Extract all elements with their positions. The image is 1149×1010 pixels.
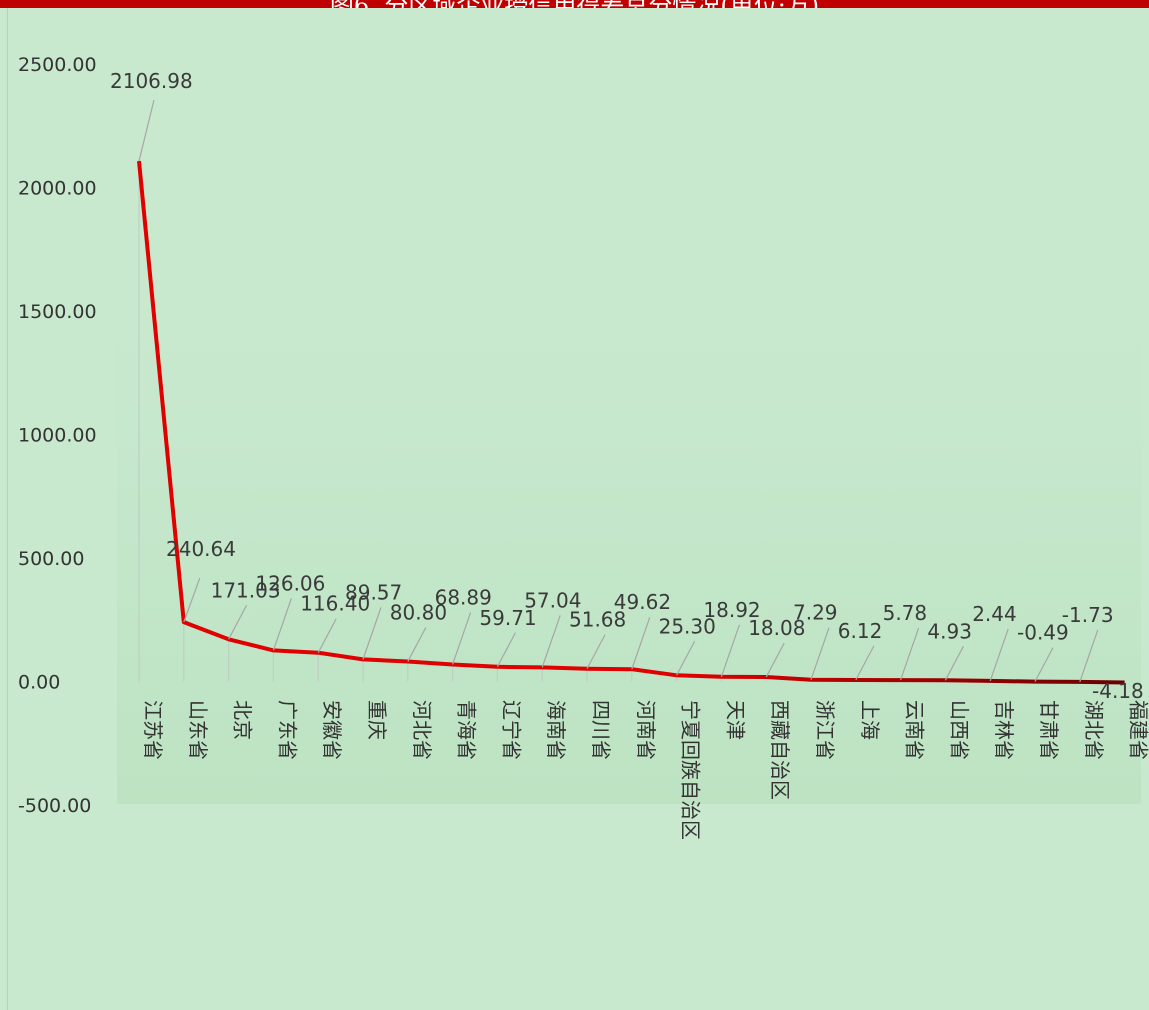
- label-leader-line: [720, 624, 740, 678]
- category-label: 山东省: [186, 700, 210, 760]
- data-label: -0.49: [1017, 621, 1069, 645]
- category-label: 安徽省: [320, 700, 344, 760]
- category-label: 浙江省: [813, 700, 837, 760]
- category-label: 河南省: [634, 700, 658, 760]
- label-leader-line: [989, 628, 1009, 682]
- label-leader-line: [138, 99, 155, 162]
- plot-area: [117, 310, 1141, 804]
- data-label: 4.93: [927, 619, 972, 643]
- category-label: 重庆: [365, 700, 389, 740]
- category-labels: 江苏省 山东省 北京 广东省 安徽省 重庆 河北省 青海省 辽宁省 海南省 四川省 河南省 宁夏回族自治…: [141, 700, 1149, 840]
- data-label: 51.68: [569, 608, 626, 632]
- label-leader-line: [541, 615, 561, 668]
- label-leader-line: [855, 645, 875, 681]
- label-leader-line: [1034, 647, 1054, 682]
- label-leader-line: [810, 627, 830, 680]
- category-label: 辽宁省: [499, 700, 523, 760]
- label-leader-line: [407, 627, 427, 662]
- y-tick-label: 500.00: [18, 548, 84, 570]
- y-tick-label: -500.00: [18, 795, 91, 817]
- y-tick-label: 1000.00: [18, 425, 97, 447]
- category-label: 广东省: [275, 700, 299, 760]
- category-label: 西藏自治区: [768, 700, 792, 800]
- data-label: 57.04: [524, 588, 581, 612]
- category-label: 河北省: [410, 700, 434, 760]
- data-label: 49.62: [614, 590, 671, 614]
- label-leader-line: [765, 642, 785, 678]
- label-leader-line: [183, 577, 201, 623]
- data-label: 59.71: [479, 606, 536, 630]
- category-label: 青海省: [455, 700, 479, 760]
- chart-border: [7, 8, 8, 1010]
- data-labels: 2106.98 240.64 171.03126.06116.4089.5780.8…: [110, 69, 1144, 703]
- label-leader-line: [272, 598, 292, 651]
- data-label: 80.80: [390, 601, 447, 625]
- y-tick-label: 2000.00: [18, 178, 97, 200]
- data-label: 116.40: [300, 592, 370, 616]
- label-leader-line: [362, 607, 382, 660]
- y-tick-label: 2500.00: [18, 54, 97, 76]
- label-leader-line: [317, 618, 337, 654]
- data-label: 89.57: [345, 580, 402, 604]
- data-label: 7.29: [793, 601, 838, 625]
- category-label: 四川省: [589, 700, 613, 760]
- y-tick-label: 1500.00: [18, 301, 97, 323]
- data-label: 2106.98: [110, 69, 193, 93]
- label-leader-line: [631, 617, 651, 670]
- y-tick-label: 0.00: [18, 672, 60, 694]
- data-label: -4.18: [1092, 679, 1144, 703]
- data-label: -1.73: [1062, 603, 1114, 627]
- label-leader-line: [900, 627, 920, 681]
- data-label: 2.44: [972, 602, 1017, 626]
- category-label: 江苏省: [141, 700, 165, 760]
- category-label: 北京: [231, 700, 255, 740]
- label-leader-line: [676, 640, 696, 676]
- data-label: 6.12: [838, 619, 883, 643]
- label-leader-line: [944, 646, 964, 681]
- label-leader-line: [1079, 629, 1099, 683]
- title-bar: 图6. 分区域企业授信用得差总分情况(单位:万): [0, 0, 1149, 8]
- y-axis: 2500.00 2000.00 1500.00 1000.00 500.00 0.00 -5…: [18, 54, 97, 817]
- data-label: 126.06: [255, 571, 325, 595]
- category-label: 天津: [723, 700, 747, 740]
- data-label: 171.03: [211, 578, 281, 602]
- label-leader-line: [452, 612, 472, 665]
- category-label: 福建省: [1127, 700, 1149, 760]
- chart-title: 图6. 分区域企业授信用得差总分情况(单位:万): [0, 0, 1149, 8]
- data-label: 240.64: [166, 537, 236, 561]
- label-leader-line: [496, 632, 516, 668]
- category-label: 吉林省: [992, 700, 1016, 760]
- category-label: 甘肃省: [1037, 700, 1061, 760]
- category-label: 宁夏回族自治区: [679, 700, 703, 840]
- category-label: 山西省: [947, 700, 971, 760]
- data-label: 68.89: [435, 585, 492, 609]
- data-label: 25.30: [659, 614, 716, 638]
- data-label: 18.92: [703, 598, 760, 622]
- category-label: 云南省: [903, 700, 927, 760]
- category-label: 上海: [858, 700, 882, 740]
- data-label: 18.08: [748, 616, 805, 640]
- category-label: 海南省: [544, 700, 568, 760]
- category-label: 湖北省: [1082, 700, 1106, 760]
- label-leader-line: [586, 634, 606, 670]
- label-leader-line: [228, 604, 248, 640]
- data-label: 5.78: [883, 601, 928, 625]
